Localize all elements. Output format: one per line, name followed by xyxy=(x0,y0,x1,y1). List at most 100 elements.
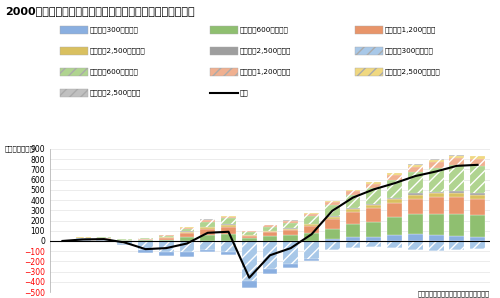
Bar xyxy=(96,240,112,241)
Text: （女性）2,500万円超: （女性）2,500万円超 xyxy=(90,89,142,96)
Bar xyxy=(470,195,485,199)
Bar xyxy=(470,159,485,166)
Bar xyxy=(159,235,174,236)
Text: （男性）600万円以下: （男性）600万円以下 xyxy=(240,27,289,33)
Bar xyxy=(428,214,444,235)
Bar xyxy=(200,227,215,229)
Bar xyxy=(366,205,381,208)
Bar xyxy=(284,235,298,241)
Bar xyxy=(470,238,485,241)
Bar xyxy=(450,241,464,250)
Bar xyxy=(470,193,485,195)
Bar xyxy=(180,229,194,232)
Bar xyxy=(262,225,278,226)
Bar xyxy=(387,203,402,218)
Bar xyxy=(304,226,319,233)
Bar xyxy=(346,191,360,195)
Bar xyxy=(387,173,402,175)
Bar xyxy=(262,241,278,269)
Bar xyxy=(76,238,90,239)
Bar xyxy=(284,230,298,235)
Bar xyxy=(325,241,340,250)
Bar xyxy=(304,213,319,214)
Bar xyxy=(387,175,402,180)
Bar xyxy=(366,188,381,204)
Bar xyxy=(76,240,90,241)
Bar xyxy=(470,215,485,238)
Bar xyxy=(408,195,423,198)
Bar xyxy=(408,173,423,193)
Bar xyxy=(304,241,319,259)
Bar xyxy=(387,180,402,198)
Bar xyxy=(180,233,194,238)
Bar xyxy=(284,221,298,223)
Bar xyxy=(408,198,423,214)
Bar xyxy=(366,238,381,241)
Bar xyxy=(159,241,174,252)
Bar xyxy=(325,205,340,216)
Bar xyxy=(325,201,340,202)
Bar xyxy=(366,182,381,184)
Text: （男性）2,500万円超: （男性）2,500万円超 xyxy=(240,48,292,54)
Bar xyxy=(200,250,215,252)
Text: （男性）2,500万円以下: （男性）2,500万円以下 xyxy=(90,48,146,54)
Bar xyxy=(242,235,256,236)
Bar xyxy=(428,241,444,252)
Bar xyxy=(450,197,464,214)
Bar xyxy=(221,227,236,234)
Bar xyxy=(428,168,444,192)
Bar xyxy=(262,236,278,241)
Bar xyxy=(470,241,485,249)
Bar xyxy=(325,216,340,217)
Bar xyxy=(284,241,298,264)
Bar xyxy=(262,231,278,232)
Bar xyxy=(242,236,256,238)
Bar xyxy=(346,209,360,212)
Bar xyxy=(117,239,132,240)
Bar xyxy=(76,239,90,240)
Bar xyxy=(221,216,236,217)
Bar xyxy=(408,193,423,195)
Bar xyxy=(408,214,423,234)
Bar xyxy=(180,241,194,252)
Bar xyxy=(346,241,360,248)
Bar xyxy=(346,238,360,241)
Text: （男性）300万円以下: （男性）300万円以下 xyxy=(90,27,139,33)
Bar xyxy=(180,252,194,257)
Bar xyxy=(346,224,360,238)
Bar xyxy=(242,281,256,288)
Bar xyxy=(284,223,298,229)
Bar xyxy=(387,235,402,241)
Bar xyxy=(408,167,423,173)
Bar xyxy=(180,238,194,241)
Text: （男性）1,200円以下: （男性）1,200円以下 xyxy=(385,27,436,33)
Bar xyxy=(200,222,215,227)
Bar xyxy=(450,156,464,159)
Bar xyxy=(138,241,153,250)
Bar xyxy=(180,228,194,229)
Bar xyxy=(200,235,215,241)
Bar xyxy=(387,198,402,199)
Bar xyxy=(304,224,319,226)
Bar xyxy=(387,218,402,235)
Bar xyxy=(325,239,340,241)
Bar xyxy=(117,241,132,243)
Bar xyxy=(366,241,381,247)
Bar xyxy=(159,238,174,240)
Bar xyxy=(262,269,278,274)
Bar xyxy=(428,197,444,214)
Bar xyxy=(221,218,236,224)
Bar xyxy=(366,221,381,238)
Bar xyxy=(159,252,174,256)
Bar xyxy=(366,204,381,205)
Text: 2000年基準　男女別・給与所得階層別給与所得者数の増減: 2000年基準 男女別・給与所得階層別給与所得者数の増減 xyxy=(5,6,194,16)
Bar xyxy=(304,214,319,216)
Bar xyxy=(470,166,485,193)
Bar xyxy=(450,214,464,236)
Bar xyxy=(180,227,194,228)
Bar xyxy=(387,241,402,248)
Bar xyxy=(242,238,256,241)
Bar xyxy=(346,195,360,209)
Bar xyxy=(96,239,112,240)
Text: （女性）600万円以下: （女性）600万円以下 xyxy=(90,69,139,75)
